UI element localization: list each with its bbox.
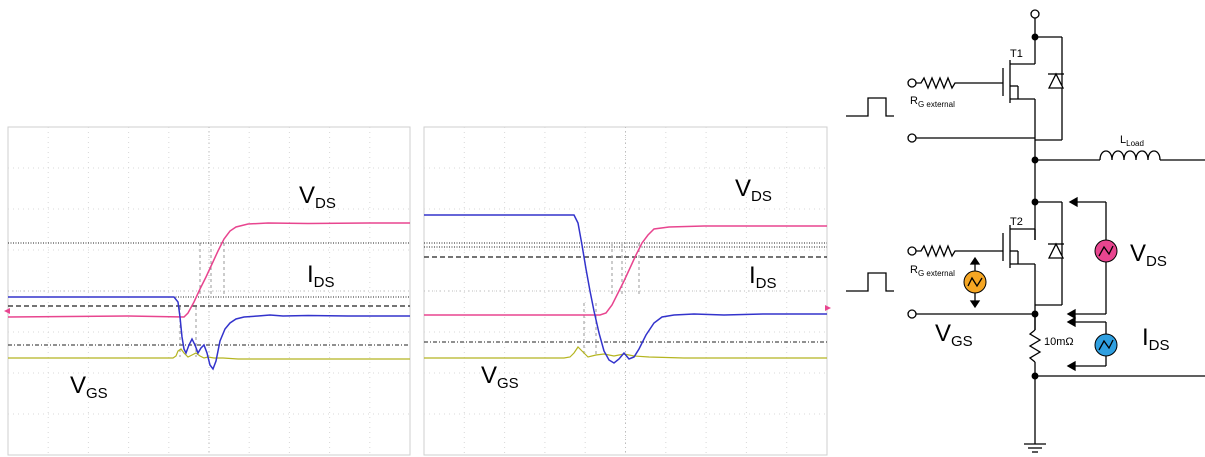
t1-body-diode (1047, 72, 1065, 89)
t2-gate-pulse-icon (846, 272, 894, 292)
t2-gate-resistor (916, 244, 1003, 258)
rg-top-label: RG external (910, 95, 955, 109)
load-label: LLoad (1120, 134, 1144, 148)
scope-2-vds-label: VDS (735, 175, 772, 205)
t2-source-terminal (907, 309, 917, 319)
scope-2-ids-trace (424, 214, 827, 364)
scope-2-ids-label: IDS (749, 262, 777, 292)
vgs-probe-arrow-bottom (969, 300, 981, 309)
ids-probe-icon (1094, 333, 1118, 357)
ids-probe-arrow-top (1066, 316, 1076, 328)
scope-1-vgs-trace (8, 348, 410, 360)
t2-body-diode (1047, 242, 1065, 259)
schematic-vgs-label: VGS (935, 320, 973, 350)
t1-gate-pulse-icon (846, 97, 894, 117)
scope-1-vds-label: VDS (299, 182, 336, 212)
vgs-probe-arrow-top (969, 256, 981, 265)
ids-probe-glyph (1098, 339, 1114, 351)
scope-2-vds-trace (424, 225, 827, 316)
t2-label: T2 (1010, 216, 1023, 228)
shunt-label: 10mΩ (1044, 336, 1074, 348)
vds-probe-icon (1094, 239, 1118, 263)
t1-gate-terminal (907, 78, 917, 88)
vds-probe-glyph (1098, 245, 1114, 257)
t1-source-terminal (907, 133, 917, 143)
vds-probe-arrow-top (1068, 196, 1078, 208)
t1-label: T1 (1010, 48, 1023, 60)
t1-transistor (1002, 60, 1036, 160)
schematic-ids-label: IDS (1142, 324, 1170, 354)
scope-1-vgs-label: VGS (70, 372, 108, 402)
scope-2-reference-lines (424, 242, 827, 357)
vds-probe-arrow-bottom (1066, 308, 1076, 320)
scope-screen-1: VDS IDS VGS (4, 126, 411, 456)
scope-1-ids-trace (8, 296, 410, 371)
schematic-labels: T1 T2 RG external RG external LLoad VDS … (910, 48, 1170, 354)
ids-probe-arrow-bottom (1066, 360, 1076, 372)
schematic-vds-label: VDS (1130, 240, 1167, 270)
t1-gate-resistor (916, 76, 1003, 90)
scope-1-grid (8, 127, 410, 455)
half-bridge-schematic (846, 9, 1205, 453)
ground-icon (1024, 443, 1046, 453)
node-dot-1 (1031, 33, 1039, 41)
scope-screen-2: VDS IDS VGS (423, 126, 831, 456)
scope-1-vds-trace (7, 222, 410, 318)
scope-2-grid (424, 127, 827, 455)
t2-gate-terminal (907, 246, 917, 256)
scope-2-level-marker (825, 305, 831, 311)
rg-bottom-label: RG external (910, 264, 955, 278)
scope-1-ids-label: IDS (307, 261, 335, 291)
scope-2-vgs-trace (424, 346, 827, 359)
scope-1-level-marker (4, 308, 10, 314)
load-inductor (1099, 150, 1161, 161)
shunt-resistor (1028, 329, 1042, 363)
scope-2-vgs-label: VGS (481, 362, 519, 392)
vgs-probe-glyph (967, 276, 983, 288)
supply-terminal (1030, 9, 1040, 19)
